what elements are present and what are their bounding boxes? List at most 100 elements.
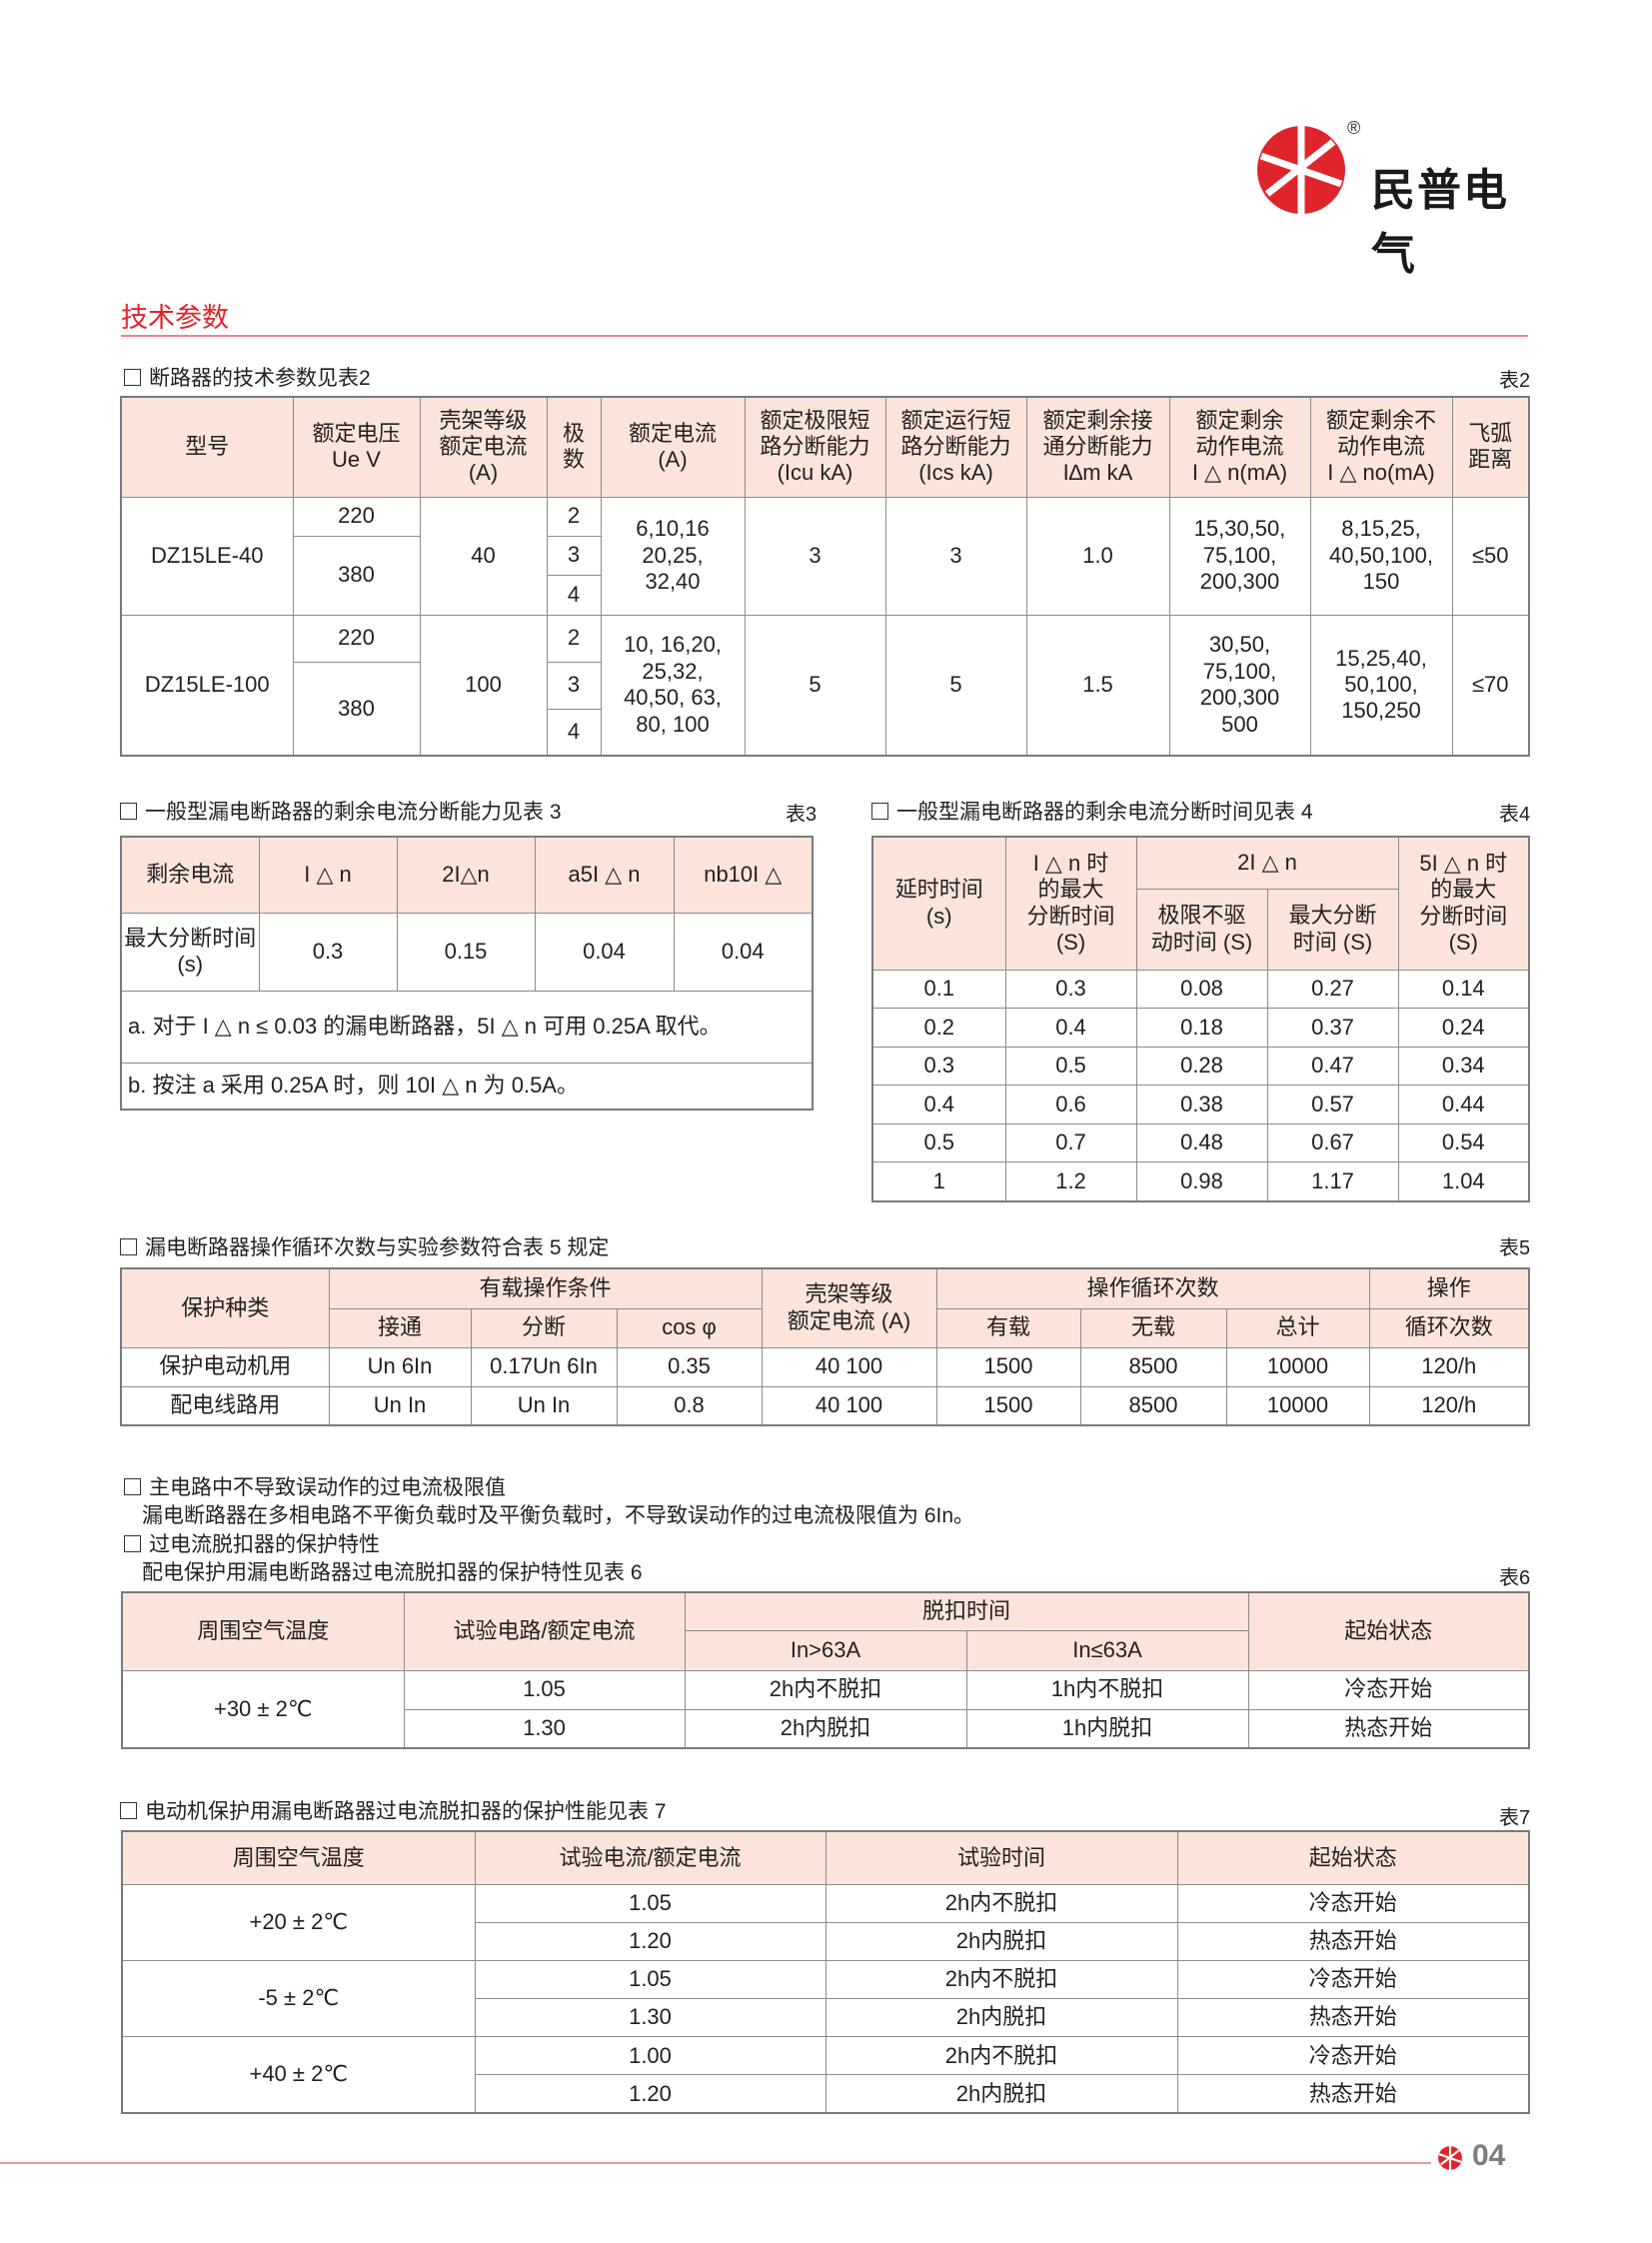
header-cell: 试验电流/额定电流 [474, 1830, 826, 1885]
value-cell: 1h内脱扣 [965, 1708, 1249, 1749]
protection-heading: 过电流脱扣器的保护特性 [124, 1528, 380, 1558]
poles-cell: 3 [546, 661, 602, 710]
protection-text: 配电保护用漏电断路器过电流脱扣器的保护特性见表 6 [142, 1561, 643, 1584]
table4: 延时时间 (s) I △ n 时 的最大 分断时间 (S) 2I △ n 5I … [871, 836, 1531, 1202]
table2-label: 表2 [1499, 370, 1531, 392]
header-cell: 周围空气温度 [121, 1830, 476, 1885]
value-cell: 1.30 [474, 1998, 826, 2038]
value-cell: 1.00 [474, 2036, 826, 2076]
row-label-cell: 保护电动机用 [120, 1346, 330, 1387]
header-cell: I △ n [258, 836, 398, 914]
table6: 周围空气温度 试验电路/额定电流 脱扣时间 起始状态 In>63A In≤63A … [121, 1591, 1531, 1749]
value-cell: 1.05 [403, 1669, 686, 1710]
value-cell: 0.8 [616, 1385, 763, 1426]
section-title: 技术参数 [121, 303, 229, 333]
table-row: 1 1.2 0.98 1.17 1.04 [871, 1161, 1530, 1202]
value-cell: 40 100 [761, 1346, 937, 1387]
brand-name: 民普电气 [1371, 166, 1509, 279]
value-cell: 1.05 [474, 1959, 826, 2000]
value-cell: 0.1 [871, 969, 1006, 1010]
header-cell: 2I △ n [1135, 836, 1399, 890]
table-row: 0.4 0.6 0.38 0.57 0.44 [871, 1085, 1530, 1124]
note-b: b. 按注 a 采用 0.25A 时，则 10I △ n 为 0.5A。 [120, 1062, 814, 1111]
subheader-cell: 分断 [470, 1307, 618, 1348]
caption-text: 断路器的技术参数见表2 [149, 367, 371, 390]
value-cell: 热态开始 [1247, 1708, 1530, 1749]
table7: 周围空气温度 试验电流/额定电流 试验时间 起始状态 +20 ± 2℃ 1.05 2h内不… [121, 1830, 1530, 2115]
poles-cell: 2 [546, 496, 602, 537]
overcurrent-limit-heading: 主电路中不导致误动作的过电流极限值 [124, 1471, 506, 1501]
checkbox-icon [124, 1477, 141, 1495]
header-cell: a5I △ n [534, 836, 675, 914]
checkbox-icon [120, 802, 137, 820]
checkbox-icon [124, 368, 141, 386]
value-cell: 1.20 [474, 1921, 826, 1961]
note-row: b. 按注 a 采用 0.25A 时，则 10I △ n 为 0.5A。 [120, 1062, 814, 1111]
heading-text: 主电路中不导致误动作的过电流极限值 [149, 1476, 506, 1499]
subheader-cell: In≤63A [965, 1629, 1249, 1671]
icu-cell: 5 [744, 614, 886, 757]
poles-cell: 3 [546, 535, 602, 576]
registered-mark: ® [1347, 118, 1361, 138]
value-cell: 热态开始 [1176, 2074, 1530, 2114]
subheader-cell: 最大分断 时间 (S) [1266, 888, 1399, 971]
header-cell: 额定剩余 动作电流 I △ n(mA) [1168, 396, 1311, 498]
value-cell: 2h内不脱扣 [825, 1883, 1178, 1923]
voltage-cell: 220 [292, 614, 421, 663]
row-label-cell: 最大分断时间 (s) [120, 912, 260, 992]
value-cell: 1500 [935, 1346, 1081, 1387]
value-cell: 0.54 [1397, 1122, 1530, 1163]
table-subheader-row: 接通 分断 cos φ 有载 无载 总计 循环次数 [121, 1307, 1530, 1348]
value-cell: 0.24 [1397, 1008, 1530, 1048]
model-cell: DZ15LE-100 [120, 614, 294, 757]
header-cell: 5I △ n 时 的最大 分断时间 (S) [1397, 836, 1530, 971]
table-header-row: 周围空气温度 试验电流/额定电流 试验时间 起始状态 [121, 1830, 1530, 1885]
table-header-row: 型号 额定电压 Ue V 壳架等级 额定电流 (A) 极 数额定电流 (A) 额定极限短… [120, 396, 1530, 498]
header-cell: 延时时间 (s) [871, 836, 1006, 971]
value-cell: 冷态开始 [1176, 1883, 1530, 1923]
idn-cell: 30,50, 75,100, 200,300 500 [1168, 614, 1311, 757]
value-cell: 0.15 [396, 912, 536, 992]
temperature-cell: +30 ± 2℃ [121, 1669, 405, 1749]
table-row: 4 [121, 574, 1529, 616]
table-row: 1.20 2h内脱扣 热态开始 [122, 1921, 1530, 1961]
value-cell: 0.4 [1004, 1008, 1137, 1048]
header-cell: I △ n 时 的最大 分断时间 (S) [1004, 836, 1137, 971]
value-cell: 0.5 [871, 1122, 1006, 1163]
value-cell: 120/h [1368, 1385, 1530, 1426]
table-row: +20 ± 2℃ 1.05 2h内不脱扣 冷态开始 [121, 1883, 1530, 1961]
header-cell: 操作 [1368, 1267, 1530, 1309]
table-row: 0.5 0.7 0.48 0.67 0.54 [871, 1122, 1530, 1163]
header-cell: 型号 [120, 396, 294, 498]
header-cell: 剩余电流 [120, 836, 260, 914]
header-cell: 额定运行短 路分断能力 (Ics kA) [884, 396, 1027, 498]
value-cell: 0.7 [1004, 1122, 1137, 1163]
table-subheader-row: In>63A In≤63A [122, 1629, 1529, 1671]
checkbox-icon [124, 1534, 141, 1552]
poles-cell: 4 [546, 708, 602, 757]
table5: 保护种类 有载操作条件 壳架等级 额定电流 (A) 操作循环次数 操作 接通 分断… [120, 1267, 1530, 1426]
header-cell: 试验电路/额定电流 [403, 1591, 686, 1671]
caption-text: 一般型漏电断路器的剩余电流分断时间见表 4 [896, 801, 1313, 824]
table-row: DZ15LE-40 220 40 2 6,10,16 20,25, 32,40 … [120, 496, 1530, 616]
overcurrent-limit-text: 漏电断路器在多相电路不平衡负载时及平衡负载时，不导致误动作的过电流极限值为 6I… [142, 1504, 975, 1527]
table-row: 4 [121, 708, 1529, 757]
idno-cell: 15,25,40, 50,100, 150,250 [1309, 614, 1453, 757]
frame-cell: 40 [419, 496, 548, 616]
value-cell: 冷态开始 [1176, 2036, 1530, 2076]
table3-caption: 一般型漏电断路器的剩余电流分断能力见表 3 [120, 796, 562, 826]
idno-cell: 8,15,25, 40,50,100, 150 [1309, 496, 1453, 616]
table-header-row: 剩余电流 I △ n 2I△n a5I △ n nb10I △ [120, 836, 814, 914]
brand-emblem-icon [1257, 126, 1345, 214]
value-cell: 0.37 [1266, 1008, 1399, 1048]
table4-label: 表4 [1499, 804, 1531, 826]
header-cell: 额定电流 (A) [600, 396, 746, 498]
table-header-row: 周围空气温度 试验电路/额定电流 脱扣时间 起始状态 [121, 1591, 1530, 1671]
header-cell: 周围空气温度 [121, 1591, 405, 1671]
header-cell: 飞弧 距离 [1451, 396, 1530, 498]
table-row: +30 ± 2℃ 1.05 2h内不脱扣 1h内不脱扣 冷态开始 [121, 1669, 1530, 1749]
im-cell: 1.5 [1025, 614, 1170, 757]
voltage-cell: 380 [292, 661, 421, 757]
header-cell: 有载操作条件 [328, 1267, 763, 1309]
table2: 型号 额定电压 Ue V 壳架等级 额定电流 (A) 极 数额定电流 (A) 额定极限短… [120, 396, 1530, 757]
